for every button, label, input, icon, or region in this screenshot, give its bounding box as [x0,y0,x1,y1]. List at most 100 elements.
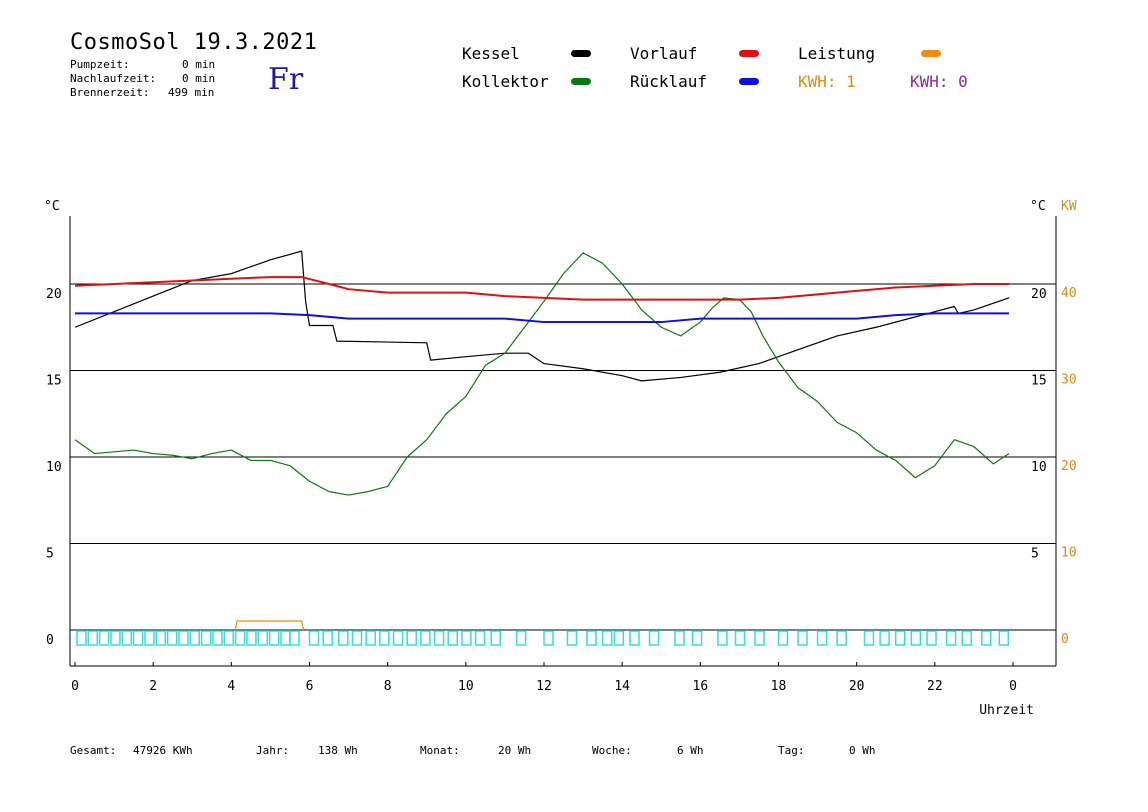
pump-marker [648,630,660,646]
pump-marker [797,630,808,646]
pump-marker [189,630,201,646]
pump-marker [87,630,99,646]
nachlaufzeit-value: 0 min [182,72,216,85]
legend-ruecklauf-swatch [739,78,759,85]
pump-marker [777,630,789,646]
pump-marker [447,630,458,646]
pump-marker [717,630,728,646]
pump-marker [674,630,685,646]
y-tick-left-10: 10 [46,460,62,475]
pump-marker [155,630,167,646]
x-tick-label-6: 12 [536,679,552,694]
y-tick-kw-0: 0 [1061,632,1069,647]
legend-kwh1-label: KWH: 1 [798,72,856,91]
y-tick-kw-10: 10 [1061,546,1077,561]
pump-marker [543,630,554,646]
pump-marker [980,630,992,646]
footer-jahr-value: 138 Wh [318,744,358,757]
x-tick-label-3: 6 [306,679,314,694]
pump-marker [280,630,291,646]
series-kessel-line [74,250,1010,382]
pump-marker [490,630,501,646]
pump-marker [734,630,746,646]
pumpzeit-label: Pumpzeit: [70,58,130,71]
legend-ruecklauf-label: Rücklauf [630,72,708,91]
footer-tag-label: Tag: [778,744,805,757]
pump-marker [234,630,246,646]
x-tick-label-4: 8 [384,679,392,694]
pump-marker [601,630,613,646]
x-tick-label-10: 20 [849,679,865,694]
legend-vorlauf-swatch [739,50,759,57]
y-tick-right-15: 15 [1031,374,1047,389]
pump-marker [223,630,235,646]
pump-marker [420,630,431,646]
legend-kollektor-swatch [571,78,591,85]
series-kollektor-line [74,252,1010,496]
y-tick-left-5: 5 [46,547,54,562]
pump-marker [836,630,847,646]
y-tick-kw-20: 20 [1061,459,1077,474]
pump-marker [98,630,110,646]
pump-marker [433,630,445,646]
x-tick-label-5: 10 [458,679,474,694]
y-axis-right-unit: °C [1030,199,1046,214]
pump-marker [132,630,144,646]
x-tick-label-9: 18 [771,679,787,694]
pump-marker [629,630,640,646]
legend-leistung-label: Leistung [798,44,876,63]
pump-marker [863,630,875,646]
pump-marker [392,630,404,646]
pump-marker [289,630,300,646]
x-tick-label-1: 2 [149,679,157,694]
pump-marker [961,630,972,646]
y-tick-left-0: 0 [46,633,54,648]
legend-kollektor-label: Kollektor [462,72,549,91]
legend-kessel-label: Kessel [462,44,520,63]
pump-marker [926,630,937,646]
x-tick-label-8: 16 [693,679,709,694]
pump-marker [895,630,906,646]
x-tick-label-2: 4 [227,679,235,694]
series-leistung-line [234,620,305,631]
pump-marker [691,630,703,646]
footer-jahr-label: Jahr: [256,744,290,757]
pump-marker [308,630,320,646]
legend-kwh0-label: KWH: 0 [910,72,968,91]
pump-marker [268,630,280,646]
footer-tag-value: 0 Wh [849,744,876,757]
x-axis-label: Uhrzeit [979,703,1034,718]
x-tick-label-0: 0 [71,679,79,694]
pumpzeit-value: 0 min [182,58,216,71]
footer-woche-value: 6 Wh [677,744,704,757]
brennerzeit-value: 499 min [168,86,215,99]
pump-marker [379,630,390,646]
pump-marker [144,630,155,646]
legend-vorlauf-label: Vorlauf [630,44,698,63]
legend-kessel-swatch [571,50,591,57]
y-axis-left-unit: °C [44,199,60,214]
weekday-label: Fr [268,62,304,97]
pump-marker [338,630,349,646]
pump-marker [178,630,189,646]
pump-marker [76,630,87,646]
page-title: CosmoSol 19.3.2021 [70,30,318,55]
pump-marker [910,630,922,646]
pump-marker [212,630,223,646]
pump-marker [879,630,890,646]
pump-marker [945,630,957,646]
footer-monat-label: Monat: [420,744,460,757]
y-tick-right-20: 20 [1031,287,1047,302]
y-tick-left-15: 15 [46,374,62,389]
pump-marker [406,630,417,646]
pump-marker [816,630,828,646]
series-vorlauf-line [74,276,1010,301]
x-tick-label-11: 22 [927,679,943,694]
footer-gesamt-value: 47926 KWh [133,744,193,757]
pump-marker [110,630,121,646]
y-tick-right-5: 5 [1031,547,1039,562]
brennerzeit-label: Brennerzeit: [70,86,150,99]
pump-marker [998,630,1010,646]
pump-marker [322,630,333,646]
footer-monat-value: 20 Wh [498,744,532,757]
